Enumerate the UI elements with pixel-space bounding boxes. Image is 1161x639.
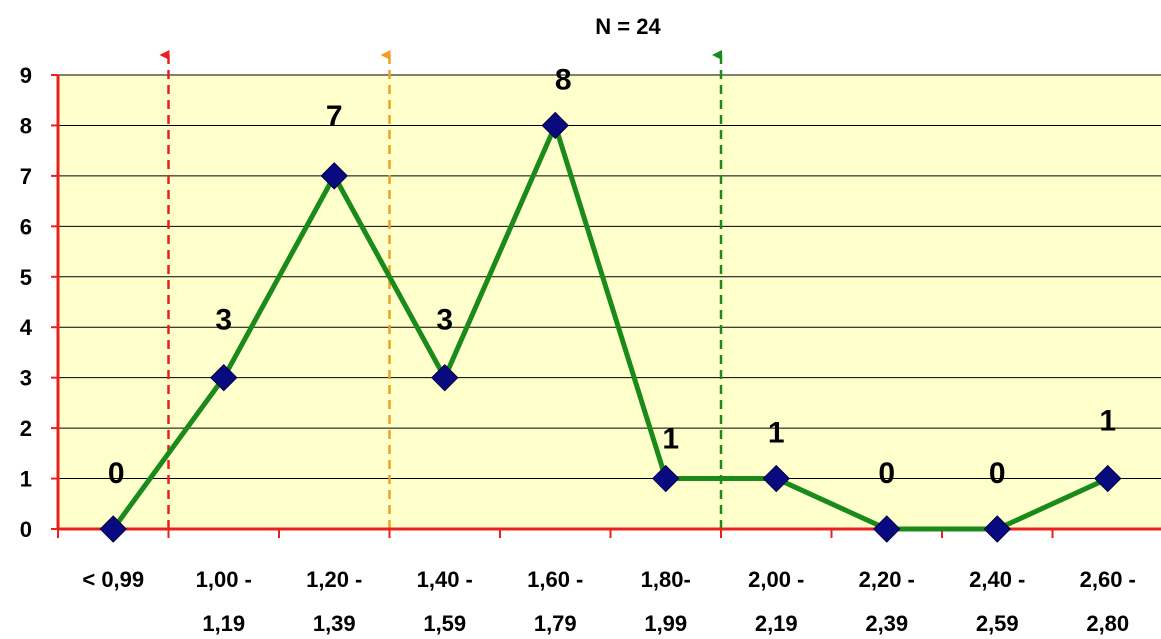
data-point-marker	[99, 515, 127, 543]
series-line-path	[111, 118, 1109, 532]
y-tick-label: 0	[20, 517, 32, 542]
y-tick-label: 6	[20, 214, 32, 239]
series-line	[111, 118, 1109, 532]
x-tick-label: 2,40 -2,59	[969, 567, 1025, 636]
x-tick-label: 1,20 -1,39	[306, 567, 362, 636]
y-tick-label: 1	[20, 467, 32, 492]
data-label: 7	[326, 100, 343, 133]
y-tick-label: 3	[20, 366, 32, 391]
data-point-marker	[983, 515, 1011, 543]
y-tick-label: 9	[20, 63, 32, 88]
y-tick-label: 7	[20, 164, 32, 189]
data-point-marker	[431, 363, 459, 392]
data-point-marker	[652, 464, 680, 493]
data-label: 1	[768, 417, 785, 450]
data-label: 0	[108, 457, 125, 490]
gridlines	[58, 74, 1161, 480]
data-point-marker	[210, 363, 238, 392]
data-point-marker	[1094, 464, 1122, 493]
x-tick-label: 2,00 -2,19	[748, 567, 804, 636]
y-tick-label: 5	[20, 265, 32, 290]
data-label: 0	[989, 457, 1006, 490]
series-markers	[99, 111, 1122, 543]
x-tick-label: 1,40 -1,59	[417, 567, 473, 636]
x-tick-label: 2,60 -2,80	[1080, 567, 1136, 636]
chart-title: N = 24	[595, 14, 661, 39]
data-point-marker	[873, 515, 901, 543]
x-tick-label: 1,00 -1,19	[196, 567, 252, 636]
data-label: 8	[555, 63, 572, 96]
data-point-marker	[320, 162, 348, 190]
x-tick-label: < 0,99	[82, 567, 144, 592]
y-tick-label: 2	[20, 416, 32, 441]
data-point-marker	[762, 464, 790, 493]
data-label: 1	[1099, 405, 1116, 438]
x-tick-label: 1,60 -1,79	[527, 567, 583, 636]
data-label: 0	[878, 457, 895, 490]
data-label: 1	[662, 423, 679, 456]
data-labels: 0 3 7 3 8 1 1 0 0 1	[108, 63, 1116, 490]
data-label: 3	[436, 304, 453, 337]
y-tick-label: 8	[20, 113, 32, 138]
data-point-marker	[541, 111, 569, 140]
data-label: 3	[215, 304, 232, 337]
x-tick-label: 1,80-1,99	[641, 567, 691, 636]
x-tick-labels: < 0,99 1,00 -1,19 1,20 -1,39 1,40 -1,59 1,60…	[82, 567, 1136, 636]
y-tick-label: 4	[20, 315, 33, 340]
x-tick-label: 2,20 -2,39	[859, 567, 915, 636]
y-tick-labels: 0 1 2 3 4 5 6 7 8 9	[20, 63, 33, 542]
